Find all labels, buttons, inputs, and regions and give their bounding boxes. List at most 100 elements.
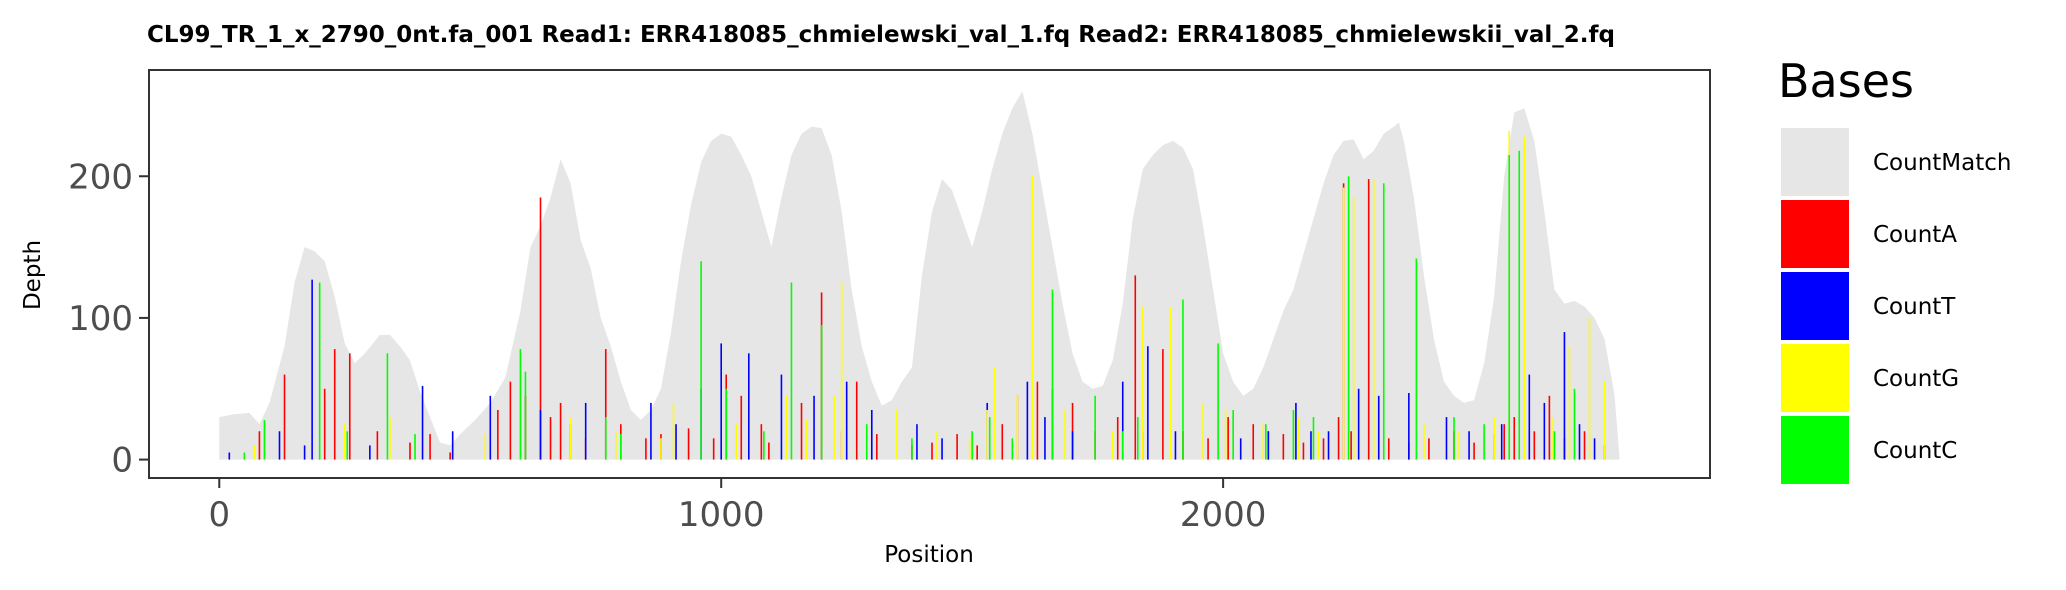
bar-countg (805, 419, 808, 460)
legend: Bases CountMatch CountA CountT CountG CountC (1778, 54, 2011, 484)
y-axis-title: Depth (20, 240, 46, 310)
bar-countt (845, 381, 848, 460)
bar-countg (253, 445, 256, 460)
bar-counta (1337, 417, 1340, 460)
bar-countg (1342, 187, 1345, 460)
bar-countc (865, 424, 868, 460)
bar-countg (672, 402, 675, 460)
bar-counta (509, 381, 512, 460)
bar-countg (1064, 410, 1066, 460)
bar-countt (1267, 431, 1270, 460)
bar-counta (1227, 417, 1229, 460)
bar-counta (800, 402, 803, 460)
bar-countc (1483, 424, 1485, 460)
legend-title: Bases (1778, 54, 1914, 108)
bar-countc (519, 349, 522, 460)
bar-countc (1121, 431, 1124, 460)
bar-counta (1473, 442, 1475, 460)
bar-counta (429, 434, 431, 460)
bar-countc (790, 282, 793, 460)
x-tick-label: 1000 (678, 495, 765, 535)
bar-countg (1423, 424, 1425, 460)
bar-countg (840, 282, 843, 460)
bar-countt (421, 385, 424, 460)
bar-counta (1513, 417, 1516, 460)
base-count-layer (228, 130, 1606, 460)
legend-swatch-countt (1781, 272, 1849, 340)
bar-countg (343, 424, 346, 460)
bar-counta (1116, 417, 1119, 460)
bar-countt (584, 402, 587, 460)
legend-label-countmatch: CountMatch (1873, 150, 2011, 176)
bar-countt (1578, 424, 1581, 460)
bar-counta (956, 434, 958, 460)
bar-countg (1352, 197, 1355, 460)
bar-countc (971, 431, 973, 460)
bar-counta (1548, 395, 1551, 460)
y-tick-label: 100 (68, 299, 133, 339)
bar-counta (1583, 431, 1586, 460)
legend-swatch-countg (1781, 344, 1849, 412)
bar-countt (1239, 438, 1242, 460)
bar-countg (1016, 395, 1019, 460)
bar-countt (1445, 417, 1448, 460)
x-axis: 0 1000 2000 (208, 478, 1266, 535)
chart-title: CL99_TR_1_x_2790_0nt.fa_001 Read1: ERR41… (147, 22, 1615, 48)
bar-countg (660, 438, 662, 460)
bar-countg (1142, 306, 1144, 460)
bar-counta (931, 442, 933, 460)
bar-countt (1310, 431, 1312, 460)
bar-counta (258, 431, 261, 460)
bar-countc (620, 434, 622, 460)
bar-counta (1134, 275, 1137, 460)
bar-countg (484, 434, 487, 460)
bar-counta (1350, 431, 1352, 460)
bar-countt (489, 395, 492, 460)
bar-counta (449, 452, 451, 460)
bar-countt (1543, 402, 1546, 460)
bar-counta (283, 374, 286, 460)
bar-countt (1147, 346, 1149, 460)
bar-counta (855, 381, 858, 460)
bar-countt (278, 431, 281, 460)
bar-countc (1011, 438, 1014, 460)
bar-countc (263, 419, 266, 460)
bar-countt (780, 374, 783, 460)
bar-countc (988, 417, 991, 460)
bar-countg (1523, 136, 1526, 460)
bar-countt (1528, 374, 1531, 460)
bar-counta (1503, 424, 1506, 460)
bar-countc (1137, 417, 1139, 460)
bar-counta (760, 424, 763, 460)
bar-countc (1453, 417, 1455, 460)
bar-countc (1051, 289, 1054, 460)
bar-counta (1252, 424, 1255, 460)
bar-countc (604, 417, 607, 460)
bar-countt (870, 410, 873, 460)
y-tick-label: 200 (68, 157, 133, 197)
bar-countt (303, 445, 306, 460)
x-axis-title: Position (884, 542, 974, 568)
bar-countg (896, 410, 898, 460)
bar-countg (1297, 417, 1300, 460)
bar-counta (645, 438, 647, 460)
bar-counta (687, 428, 690, 460)
x-tick-label: 2000 (1180, 495, 1267, 535)
coverage-layer (219, 91, 1620, 460)
bar-countt (720, 343, 722, 460)
bar-countc (1573, 388, 1576, 460)
bar-countt (748, 353, 750, 460)
bar-countg (735, 424, 738, 460)
bar-countg (936, 431, 938, 460)
bar-countc (1347, 176, 1350, 460)
bar-countc (1217, 343, 1219, 460)
bar-counta (1428, 438, 1430, 460)
bar-counta (348, 353, 351, 460)
bar-countt (1377, 395, 1380, 460)
plot-area (148, 69, 1711, 479)
bar-countc (725, 388, 728, 460)
bar-countc (1094, 395, 1096, 460)
bar-countc (1508, 155, 1511, 460)
bar-countt (451, 431, 454, 460)
